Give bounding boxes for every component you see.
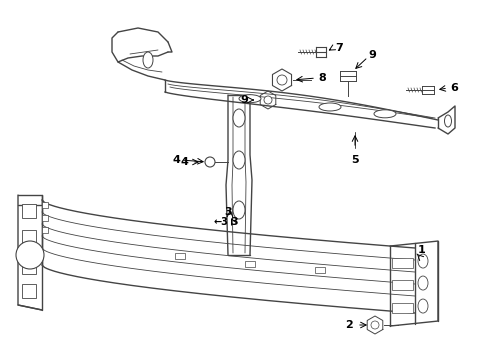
Bar (315, 267, 325, 273)
Ellipse shape (239, 95, 261, 103)
Text: 8: 8 (318, 73, 326, 83)
Ellipse shape (418, 254, 428, 268)
Bar (175, 253, 185, 260)
Ellipse shape (143, 52, 153, 68)
Bar (42, 215, 48, 221)
Bar (245, 261, 255, 267)
Text: 4: 4 (172, 155, 180, 165)
Text: 4: 4 (180, 157, 188, 167)
Text: 9: 9 (240, 95, 248, 105)
Ellipse shape (205, 157, 215, 167)
Text: 9: 9 (368, 50, 376, 60)
Ellipse shape (233, 201, 245, 219)
Text: 3: 3 (224, 207, 232, 217)
Bar (42, 227, 48, 233)
Text: ←3: ←3 (213, 217, 228, 227)
Bar (392, 303, 413, 313)
Text: 5: 5 (351, 155, 359, 165)
Ellipse shape (418, 299, 428, 313)
Bar (22, 230, 36, 244)
Ellipse shape (444, 115, 451, 127)
Bar (42, 202, 48, 208)
Ellipse shape (374, 110, 396, 118)
Bar (22, 260, 36, 274)
Text: 6: 6 (450, 83, 458, 93)
Circle shape (277, 75, 287, 85)
Bar (22, 204, 36, 218)
Ellipse shape (319, 103, 341, 111)
Ellipse shape (418, 276, 428, 290)
Circle shape (16, 241, 44, 269)
Ellipse shape (233, 151, 245, 169)
Bar (22, 284, 36, 298)
Text: 3: 3 (230, 217, 238, 227)
Text: 1: 1 (418, 245, 426, 255)
Bar (392, 258, 413, 268)
Text: 2: 2 (345, 320, 353, 330)
Bar (392, 280, 413, 290)
Text: 7: 7 (335, 43, 343, 53)
Circle shape (371, 321, 379, 329)
Circle shape (264, 96, 272, 104)
Ellipse shape (233, 109, 245, 127)
